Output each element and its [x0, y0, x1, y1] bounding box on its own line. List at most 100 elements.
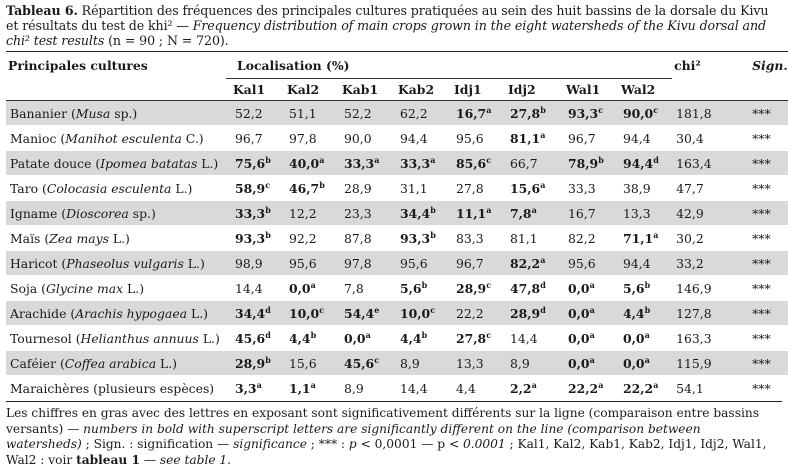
- significance-letter: a: [430, 154, 436, 165]
- crop-latin-name: Zea mays: [49, 230, 109, 246]
- significance-letter: a: [374, 154, 380, 165]
- frequency-value: 8,9: [510, 355, 530, 371]
- frequency-value: 28,9: [456, 280, 487, 296]
- significance-letter: b: [265, 154, 271, 165]
- crop-latin-name: Coffea arabica: [64, 355, 157, 371]
- frequency-value: 75,6: [235, 155, 266, 171]
- frequency-value: 92,2: [289, 230, 317, 246]
- frequency-cell: 75,6b: [226, 150, 280, 176]
- crop-name: Arachide (Arachis hypogaea L.): [6, 300, 226, 326]
- frequency-value: 38,9: [623, 180, 651, 196]
- frequency-cell: 14,4: [226, 275, 280, 301]
- frequency-value: 22,2: [623, 380, 654, 396]
- significance-letter: a: [486, 204, 492, 215]
- significance-stars: ***: [742, 375, 788, 401]
- significance-letter: c: [653, 104, 659, 115]
- frequency-value: 82,2: [510, 255, 541, 271]
- table-bottom-rule: [6, 401, 782, 402]
- frequency-value: 0,0: [344, 330, 366, 346]
- frequency-value: 66,7: [510, 155, 538, 171]
- frequency-cell: 90,0c: [614, 100, 673, 126]
- significance-stars: ***: [742, 325, 788, 351]
- frequency-cell: 83,3: [447, 225, 501, 251]
- frequency-value: 10,0: [289, 305, 320, 321]
- crop-name: Manioc (Manihot esculenta C.): [6, 125, 226, 151]
- frequency-value: 4,4: [289, 330, 311, 346]
- footnote-text: Les chiffres en gras avec des lettres en…: [6, 406, 759, 436]
- significance-letter: a: [644, 329, 650, 340]
- frequency-cell: 27,8b: [501, 100, 559, 126]
- frequency-cell: 22,2a: [559, 375, 614, 401]
- frequency-cell: 51,1: [280, 100, 335, 126]
- frequency-cell: 90,0: [335, 125, 391, 151]
- frequency-cell: 2,2a: [501, 375, 559, 401]
- frequency-cell: 28,9: [335, 175, 391, 201]
- frequency-value: 14,4: [510, 330, 538, 346]
- footnote-text: ; Kal1, Kal2, Kab1, Kab2, Idj1, Idj2, Wa…: [6, 437, 767, 467]
- significance-stars: ***: [742, 275, 788, 301]
- frequency-cell: 81,1: [501, 225, 559, 251]
- footnote-text: ; Sign. : signification —: [81, 437, 234, 451]
- frequency-cell: 78,9b: [559, 150, 614, 176]
- frequency-value: 52,2: [235, 105, 263, 121]
- frequency-cell: 11,1a: [447, 200, 501, 226]
- chi-square-value: 30,2: [672, 225, 743, 251]
- frequency-cell: 0,0a: [280, 275, 335, 301]
- frequency-cell: 45,6d: [226, 325, 280, 351]
- frequency-cell: 3,3a: [226, 375, 280, 401]
- frequency-cell: 7,8a: [501, 200, 559, 226]
- crop-name-suffix: L.): [171, 180, 193, 196]
- frequency-value: 16,7: [568, 205, 596, 221]
- frequency-value: 0,0: [623, 330, 645, 346]
- crop-latin-name: Colocasia esculenta: [46, 180, 172, 196]
- frequency-value: 78,9: [568, 155, 599, 171]
- frequency-cell: 14,4: [391, 375, 447, 401]
- table-footnote: Les chiffres en gras avec des lettres en…: [6, 406, 782, 468]
- frequency-value: 94,4: [623, 130, 651, 146]
- frequency-value: 94,4: [400, 130, 428, 146]
- significance-stars: ***: [742, 125, 788, 151]
- frequency-cell: 33,3b: [226, 200, 280, 226]
- frequency-value: 0,0: [568, 330, 590, 346]
- frequency-cell: 95,6: [447, 125, 501, 151]
- header-row-1: Principales cultures Localisation (%) ch…: [6, 51, 788, 79]
- frequency-value: 95,6: [289, 255, 317, 271]
- chi-square-value: 33,2: [672, 250, 743, 276]
- header-chi: chi²: [672, 51, 743, 79]
- frequency-cell: 94,4: [391, 125, 447, 151]
- crop-common-name: Tournesol (: [10, 330, 81, 346]
- frequency-cell: 22,2: [447, 300, 501, 326]
- frequency-cell: 0,0a: [614, 325, 673, 351]
- header-site: Wal1: [559, 78, 614, 101]
- frequency-value: 83,3: [456, 230, 484, 246]
- frequency-value: 95,6: [400, 255, 428, 271]
- frequency-value: 95,6: [568, 255, 596, 271]
- crop-name-suffix: L.): [183, 255, 205, 271]
- significance-letter: b: [644, 279, 651, 290]
- frequency-value: 1,1: [289, 380, 311, 396]
- significance-letter: c: [265, 179, 271, 190]
- frequency-cell: 62,2: [391, 100, 447, 126]
- header-blank: [742, 78, 788, 101]
- crop-common-name: Patate douce (: [10, 155, 101, 171]
- frequency-value: 90,0: [344, 130, 372, 146]
- significance-letter: d: [265, 304, 271, 315]
- frequency-cell: 81,1a: [501, 125, 559, 151]
- frequency-cell: 0,0a: [335, 325, 391, 351]
- frequency-value: 81,1: [510, 230, 538, 246]
- frequency-value: 12,2: [289, 205, 317, 221]
- table-caption: Tableau 6. Répartition des fréquences de…: [6, 3, 782, 48]
- chi-square-value: 54,1: [672, 375, 743, 401]
- significance-letter: b: [310, 329, 317, 340]
- chi-square-value: 163,3: [672, 325, 743, 351]
- frequency-value: 96,7: [456, 255, 484, 271]
- frequency-cell: 94,4: [614, 125, 673, 151]
- frequency-value: 54,4: [344, 305, 375, 321]
- frequency-value: 81,1: [510, 130, 541, 146]
- footnote-text: < 0,0001 — p: [356, 437, 449, 451]
- footnote-text-english: < 0.0001: [448, 437, 506, 451]
- frequency-cell: 82,2: [559, 225, 614, 251]
- frequency-cell: 34,4d: [226, 300, 280, 326]
- table-row: Caféier (Coffea arabica L.) 28,9b 15,6 45,6…: [6, 350, 788, 376]
